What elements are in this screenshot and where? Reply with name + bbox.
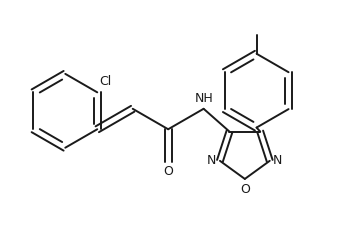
Text: Cl: Cl	[99, 75, 111, 88]
Text: NH: NH	[194, 92, 213, 105]
Text: O: O	[163, 165, 173, 178]
Text: O: O	[240, 183, 250, 196]
Text: N: N	[273, 154, 282, 167]
Text: N: N	[207, 154, 216, 167]
